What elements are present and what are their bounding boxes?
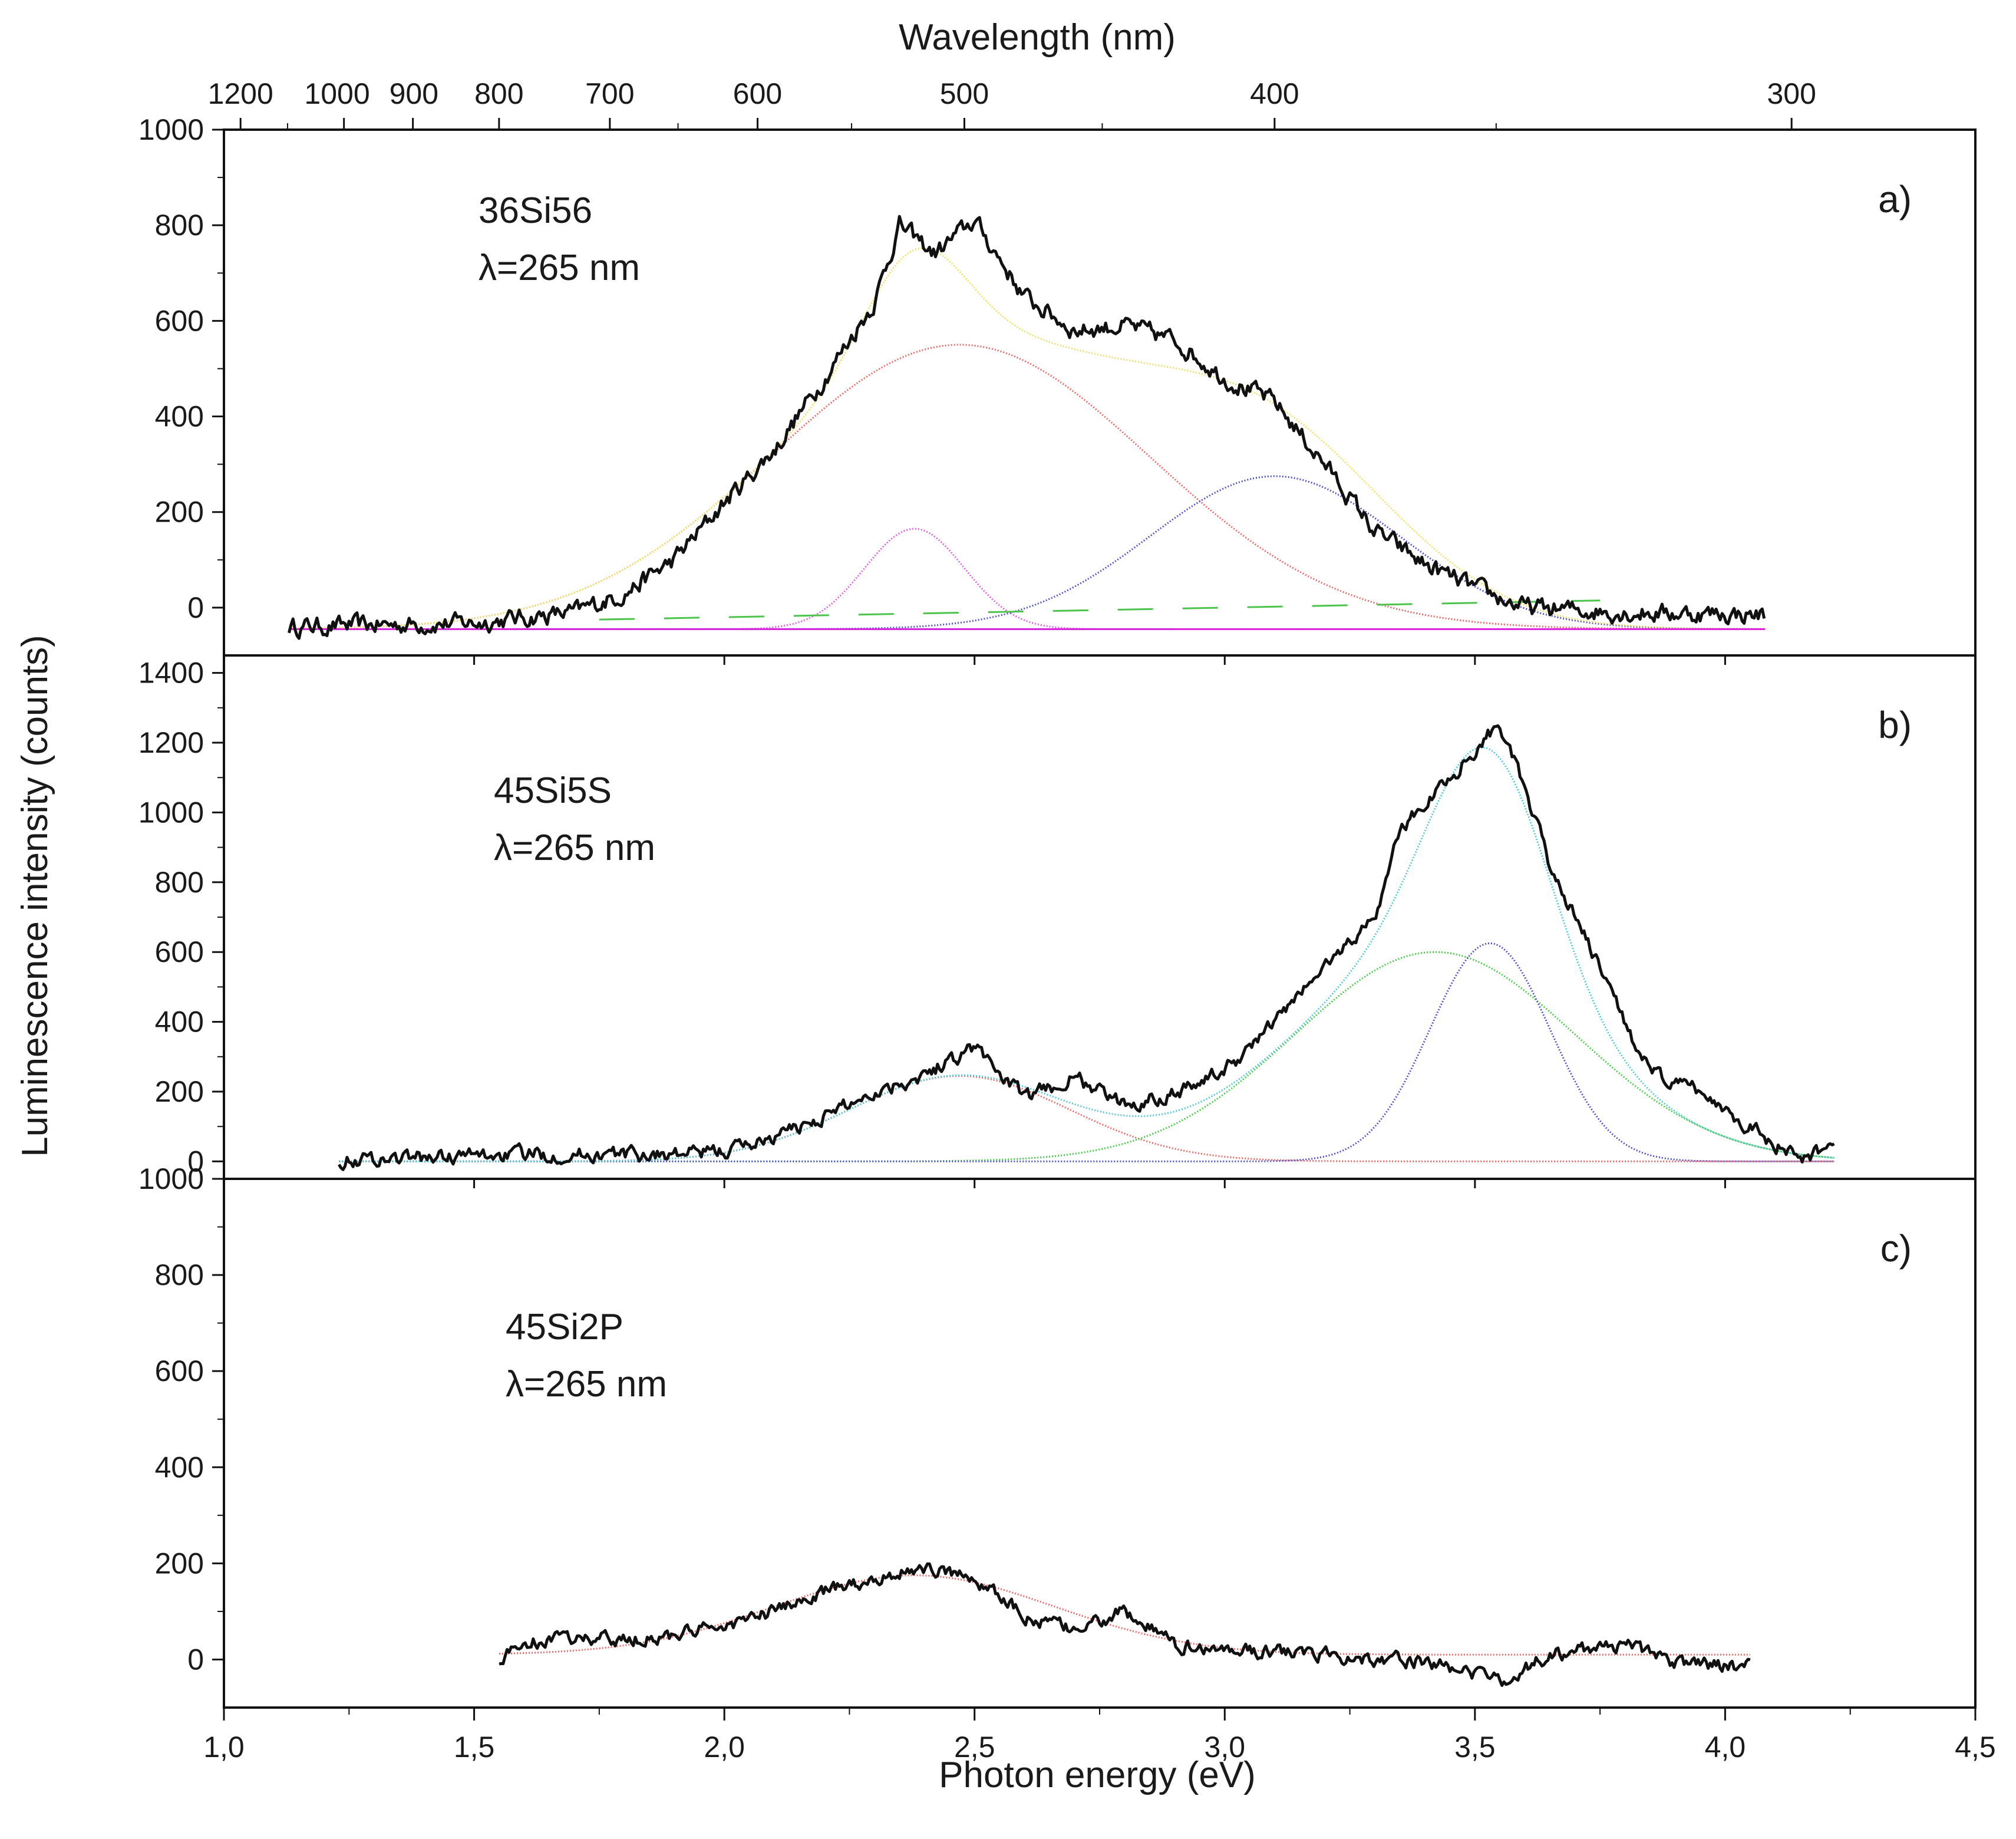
y-tick-label: 1000	[138, 796, 204, 829]
top-tick-label: 1000	[304, 77, 369, 110]
x-tick-label: 4,0	[1705, 1731, 1746, 1764]
measured-spectrum-line	[287, 215, 1766, 640]
measured-spectrum-line	[338, 724, 1835, 1171]
y-tick-label: 800	[155, 866, 204, 899]
plot-area	[499, 1562, 1751, 1687]
x-tick-label: 4,5	[1955, 1731, 1996, 1764]
y-tick-label: 200	[155, 1075, 204, 1108]
excitation-wavelength: λ=265 nm	[479, 248, 640, 288]
y-tick-label: 1200	[138, 726, 204, 759]
panel-label: a)	[1878, 178, 1912, 220]
sample-name: 45Si5S	[494, 770, 612, 811]
top-tick-label: 500	[940, 77, 989, 110]
measured-spectrum-line	[499, 1562, 1751, 1687]
top-tick-label: 800	[474, 77, 523, 110]
plot-area	[287, 215, 1766, 640]
y-tick-label: 0	[187, 1145, 204, 1178]
y-tick-label: 800	[155, 209, 204, 242]
y-tick-label: 400	[155, 1451, 204, 1484]
top-tick-label: 400	[1250, 77, 1299, 110]
y-tick-label: 1000	[138, 1162, 204, 1195]
y-tick-label: 600	[155, 304, 204, 337]
y-axis-title: Luminescence intensity (counts)	[15, 635, 55, 1157]
x-axis-title: Photon energy (eV)	[939, 1755, 1256, 1795]
y-tick-label: 800	[155, 1258, 204, 1291]
x-tick-label: 1,5	[454, 1731, 495, 1764]
top-tick-label: 700	[585, 77, 634, 110]
x-tick-label: 1,0	[203, 1731, 245, 1764]
y-tick-label: 200	[155, 1547, 204, 1580]
x-tick-label: 3,5	[1454, 1731, 1496, 1764]
fit-component-gaussian-1	[339, 1075, 1834, 1162]
excitation-wavelength: λ=265 nm	[506, 1364, 667, 1405]
y-tick-label: 1000	[138, 113, 204, 146]
y-tick-label: 0	[187, 591, 204, 624]
y-tick-label: 0	[187, 1643, 204, 1676]
sample-name: 45Si2P	[506, 1307, 623, 1347]
y-tick-label: 600	[155, 1354, 204, 1388]
y-tick-label: 1400	[138, 657, 204, 690]
plot-area	[338, 724, 1835, 1171]
panel-a: 0 200 400 600 800 1000 36Si56 λ=265 nm a)	[138, 113, 1977, 657]
cumulative-fit-line	[339, 746, 1834, 1162]
top-axis-title: Wavelength (nm)	[899, 17, 1176, 58]
top-tick-label: 900	[390, 77, 438, 110]
panel-label: c)	[1880, 1227, 1912, 1270]
x-tick-label: 3,0	[1205, 1731, 1246, 1764]
fit-component-gaussian-1	[499, 1574, 1750, 1656]
top-tick-label: 300	[1767, 77, 1816, 110]
top-tick-label: 1200	[208, 77, 273, 110]
panel-label: b)	[1878, 704, 1912, 746]
fit-component-gaussian-3	[339, 942, 1834, 1162]
excitation-wavelength: λ=265 nm	[494, 828, 655, 868]
x-tick-label: 2,5	[954, 1731, 995, 1764]
y-tick-label: 200	[155, 496, 204, 529]
top-tick-label: 600	[733, 77, 782, 110]
sample-name: 36Si56	[479, 190, 592, 231]
y-tick-label: 600	[155, 935, 204, 968]
y-tick-label: 400	[155, 1006, 204, 1039]
x-tick-label: 2,0	[704, 1731, 745, 1764]
panel-b: 0 200 400 600 800 1000 1200 1400 45Si5S λ=265 nm b…	[138, 654, 1977, 1180]
y-tick-label: 400	[155, 400, 204, 433]
